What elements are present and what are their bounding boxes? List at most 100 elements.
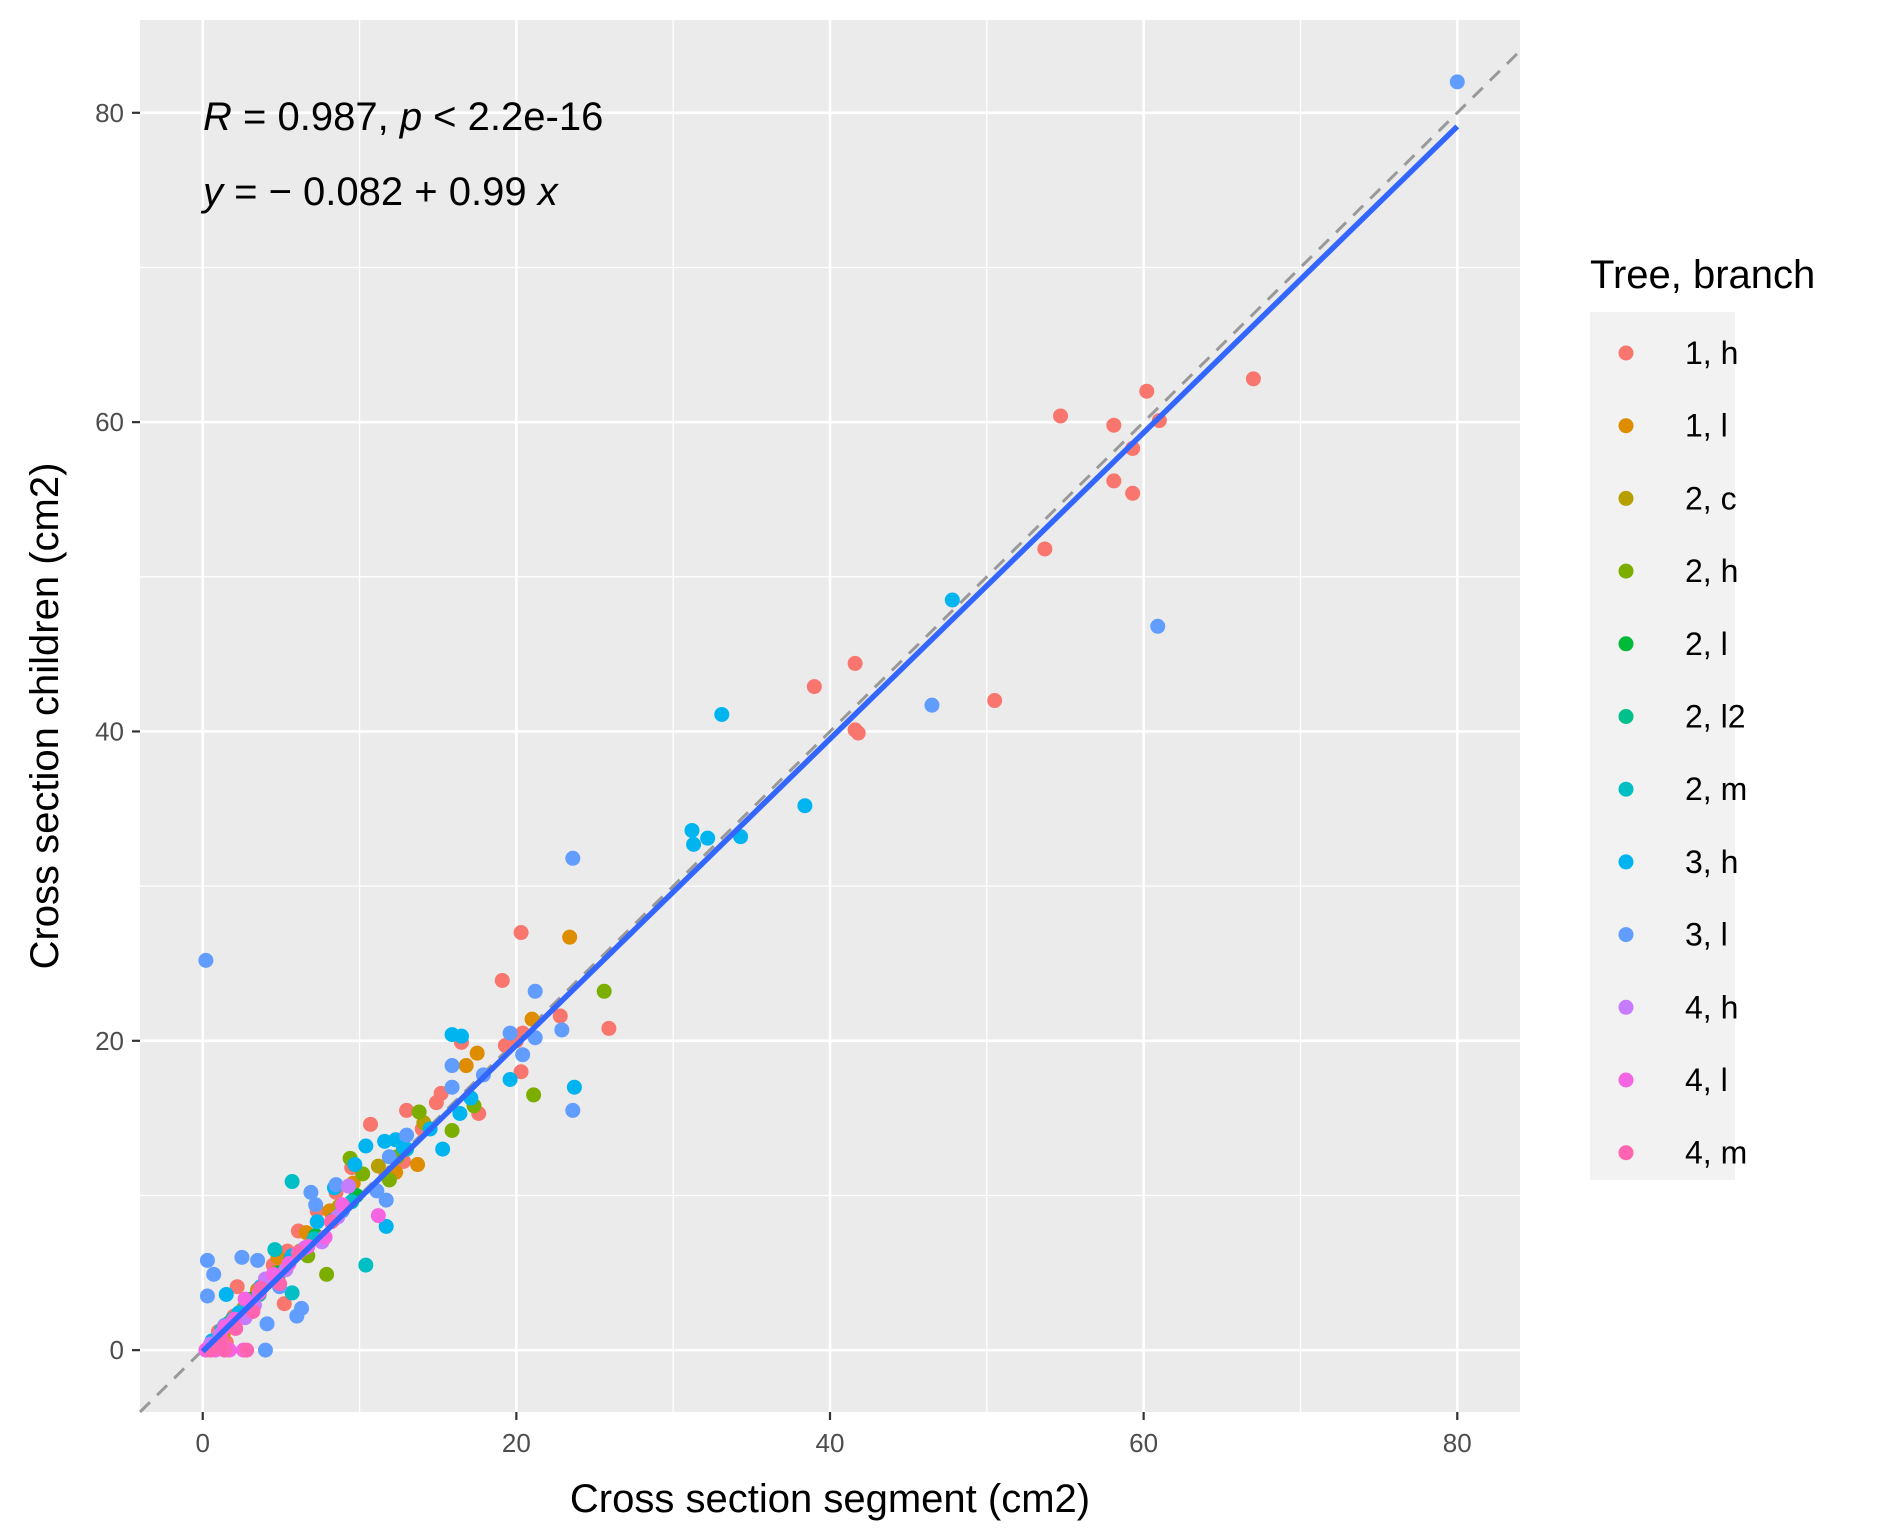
legend-title: Tree, branch	[1590, 253, 1815, 297]
data-point	[565, 850, 581, 866]
legend: Tree, branch 1, h 1, l 2, c 2, h 2, l 2, l2 2,…	[1590, 253, 1815, 1180]
data-point	[370, 1208, 386, 1224]
legend-label: 4, l	[1685, 1062, 1728, 1098]
data-point	[267, 1242, 283, 1258]
axis-ticks: 0 20 40 60 80 0 20 40 60 80	[95, 98, 1472, 1458]
data-point	[806, 679, 822, 695]
legend-label: 4, h	[1685, 989, 1738, 1025]
data-point	[435, 1141, 451, 1157]
data-point	[565, 1102, 581, 1118]
data-point	[308, 1197, 324, 1213]
legend-key	[1618, 927, 1634, 943]
data-point	[684, 822, 700, 838]
data-point	[218, 1286, 234, 1302]
fit-line-layer	[200, 124, 1460, 1354]
data-point	[319, 1266, 335, 1282]
data-point	[452, 1105, 468, 1121]
data-point	[358, 1138, 374, 1154]
data-point	[1139, 383, 1155, 399]
data-point	[601, 1020, 617, 1036]
legend-key	[1618, 636, 1634, 652]
data-point	[797, 798, 813, 814]
y-tick-label: 40	[95, 716, 124, 746]
data-point	[433, 1085, 449, 1101]
data-point	[378, 1218, 394, 1234]
data-point	[1449, 74, 1465, 90]
data-point	[700, 830, 716, 846]
y-tick-label: 20	[95, 1026, 124, 1056]
y-tick-label: 0	[110, 1335, 124, 1365]
data-point	[1037, 541, 1053, 557]
legend-label: 3, h	[1685, 844, 1738, 880]
annotation-y-symbol: y	[200, 170, 226, 214]
data-point	[458, 1058, 474, 1074]
data-point	[250, 1252, 266, 1268]
data-point	[411, 1104, 427, 1120]
data-point	[944, 592, 960, 608]
legend-label: 1, h	[1685, 335, 1738, 371]
data-point	[562, 929, 578, 945]
legend-key	[1618, 781, 1634, 797]
legend-key	[1618, 490, 1634, 506]
legend-key-background	[1590, 312, 1735, 1180]
annotation-p-symbol: p	[399, 95, 422, 139]
legend-key	[1618, 709, 1634, 724]
data-point	[513, 1064, 529, 1080]
data-point	[294, 1300, 310, 1316]
data-point	[358, 1257, 374, 1273]
annotation-r-value: = 0.987,	[232, 95, 400, 139]
x-axis-title: Cross section segment (cm2)	[570, 1477, 1090, 1521]
legend-label: 2, m	[1685, 771, 1747, 807]
annotation-x-symbol: x	[536, 170, 560, 214]
data-point	[596, 983, 612, 999]
data-point	[552, 1008, 568, 1024]
data-point	[469, 1045, 485, 1061]
data-point	[303, 1184, 319, 1200]
data-point	[284, 1174, 300, 1190]
data-point	[444, 1079, 460, 1095]
data-point	[284, 1285, 300, 1301]
legend-label: 2, c	[1685, 480, 1737, 516]
regression-fit-line	[200, 124, 1460, 1354]
data-point	[399, 1127, 415, 1143]
data-point	[199, 1288, 215, 1304]
data-point	[502, 1025, 518, 1041]
data-point	[1106, 473, 1122, 489]
x-tick-label: 20	[502, 1428, 531, 1458]
data-point	[494, 972, 510, 988]
data-point	[276, 1296, 292, 1312]
data-point	[987, 693, 1003, 709]
data-point	[513, 925, 529, 941]
data-point	[1150, 618, 1166, 634]
data-point	[309, 1214, 325, 1230]
data-point	[444, 1123, 460, 1139]
legend-label: 2, l2	[1685, 699, 1745, 735]
data-point	[515, 1047, 531, 1063]
data-point	[363, 1116, 379, 1132]
legend-key	[1618, 1145, 1634, 1161]
data-point	[347, 1157, 363, 1173]
annotation-p-value: < 2.2e-16	[422, 95, 603, 139]
data-point	[924, 697, 940, 713]
legend-key	[1618, 345, 1634, 361]
y-tick-label: 60	[95, 407, 124, 437]
data-point	[234, 1249, 250, 1265]
data-point	[229, 1279, 245, 1295]
data-point	[714, 706, 730, 722]
data-point	[444, 1058, 460, 1074]
data-point	[370, 1158, 386, 1174]
data-point	[1053, 408, 1069, 424]
data-point	[206, 1266, 222, 1282]
data-point	[328, 1177, 344, 1193]
x-tick-label: 40	[816, 1428, 845, 1458]
y-axis-title: Cross section children (cm2)	[23, 463, 67, 970]
legend-key	[1618, 418, 1634, 434]
data-point	[566, 1079, 582, 1095]
legend-key	[1618, 854, 1634, 870]
legend-label: 1, l	[1685, 408, 1728, 444]
data-point	[527, 983, 543, 999]
data-point	[399, 1102, 415, 1118]
legend-label: 3, l	[1685, 917, 1728, 953]
data-point	[686, 836, 702, 852]
annotation-equation: = − 0.082 + 0.99	[223, 170, 538, 214]
